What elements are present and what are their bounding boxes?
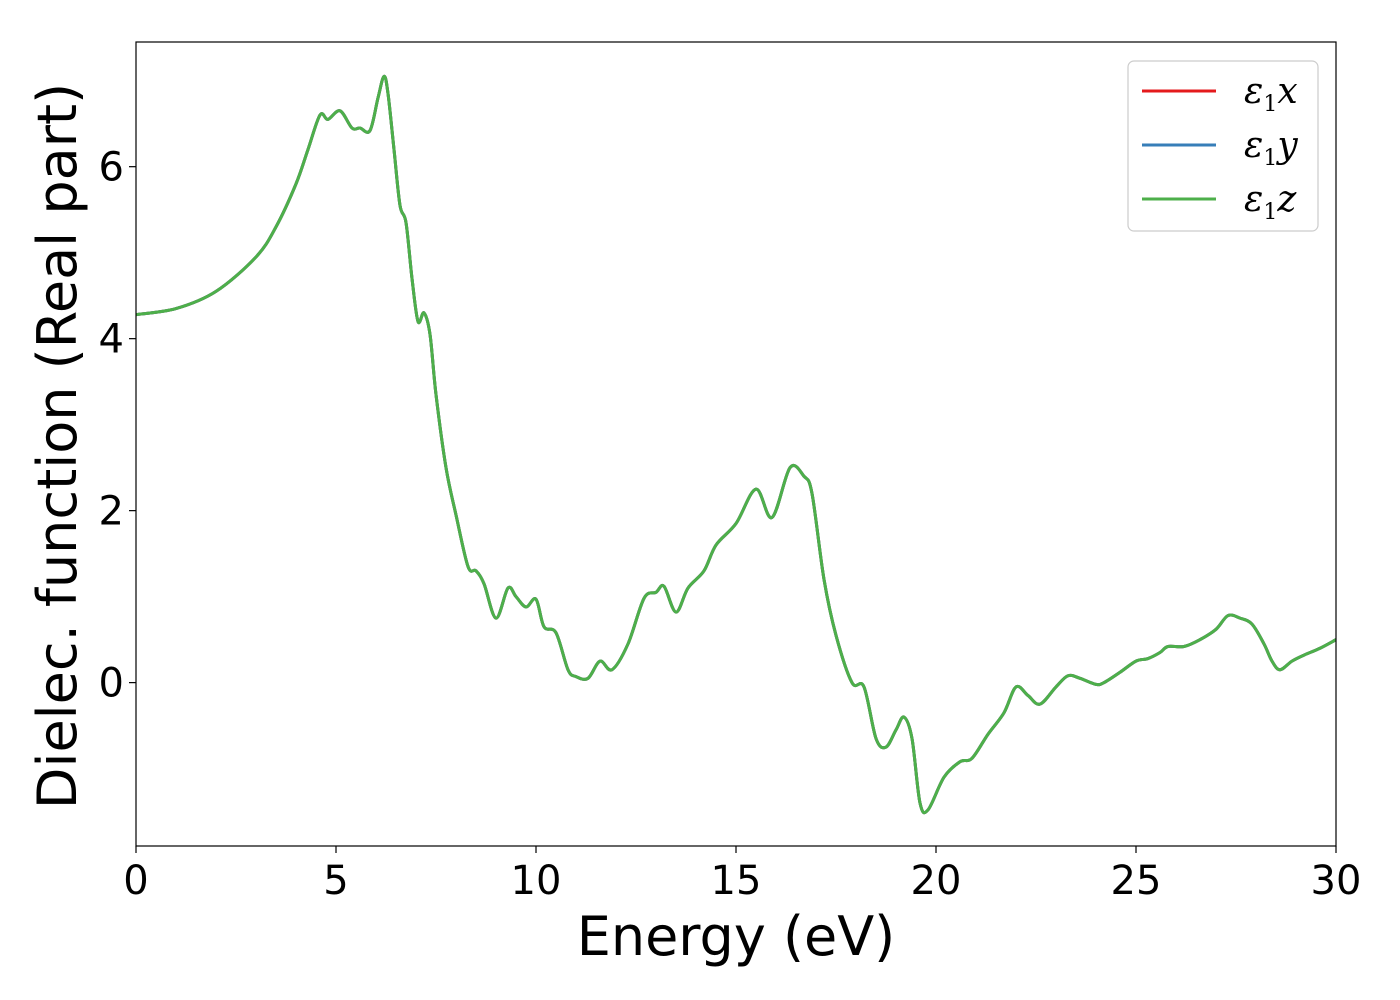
- y-tick-label: 0: [99, 661, 124, 707]
- x-tick-label: 0: [123, 858, 148, 904]
- plot-lines: [136, 74, 1336, 815]
- series-line-z: [136, 74, 1336, 815]
- y-tick-label: 4: [99, 317, 124, 363]
- legend-label: ε1z: [1244, 179, 1297, 225]
- y-axis-ticks: 0 2 4 6: [99, 145, 136, 707]
- x-tick-label: 30: [1311, 858, 1362, 904]
- x-axis-label: Energy (eV): [577, 905, 896, 968]
- legend: ε1x ε1y ε1z: [1127, 60, 1319, 232]
- x-tick-label: 5: [323, 858, 348, 904]
- x-tick-label: 25: [1111, 858, 1162, 904]
- x-tick-label: 10: [511, 858, 562, 904]
- y-tick-label: 6: [99, 145, 124, 191]
- x-tick-label: 15: [711, 858, 762, 904]
- legend-label: ε1x: [1244, 71, 1298, 117]
- y-tick-label: 2: [99, 489, 124, 535]
- x-axis-ticks: 0 5 10 15 20 25 30: [123, 846, 1361, 904]
- x-tick-label: 20: [911, 858, 962, 904]
- y-axis-label: Dielec. function (Real part): [26, 83, 89, 809]
- legend-label: ε1y: [1244, 125, 1298, 171]
- legend-box: [1127, 60, 1319, 232]
